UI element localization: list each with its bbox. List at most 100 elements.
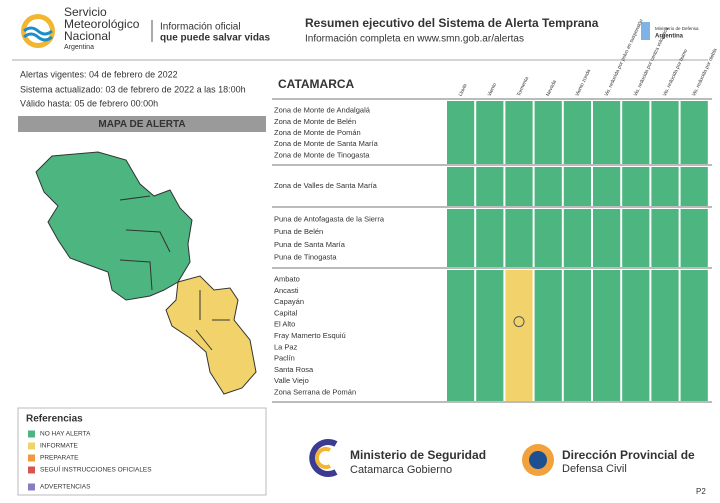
alert-cell bbox=[534, 270, 562, 401]
zone-name: Zona de Monte de Andalgalá bbox=[274, 106, 371, 115]
alert-cell bbox=[563, 167, 591, 206]
zone-name: Fray Mamerto Esquiú bbox=[274, 331, 346, 340]
logo-waves bbox=[23, 26, 53, 42]
org-name: Servicio bbox=[64, 5, 107, 19]
alert-cell bbox=[680, 167, 708, 206]
map-title: MAPA DE ALERTA bbox=[98, 119, 185, 130]
alert-cell bbox=[563, 270, 591, 401]
smn-logo bbox=[21, 14, 55, 48]
map-south bbox=[165, 275, 257, 395]
alert-cell bbox=[593, 101, 621, 164]
zone-name: Valle Viejo bbox=[274, 376, 309, 385]
legend-label: ADVERTENCIAS bbox=[40, 484, 91, 491]
alert-cell bbox=[447, 167, 475, 206]
org-name: Meteorológico bbox=[64, 17, 140, 31]
alert-cell bbox=[680, 270, 708, 401]
alert-cell bbox=[651, 209, 679, 267]
zone-name: Paclín bbox=[274, 354, 295, 363]
doc-title: Resumen ejecutivo del Sistema de Alerta … bbox=[305, 16, 599, 30]
zone-name: Puna de Tinogasta bbox=[274, 253, 337, 262]
references-title: Referencias bbox=[26, 414, 83, 425]
security-sub: Catamarca Gobierno bbox=[350, 464, 452, 476]
alert-cell bbox=[622, 101, 650, 164]
security-logo bbox=[309, 439, 338, 477]
zone-name: Zona de Monte de Santa María bbox=[274, 139, 379, 148]
alert-cell bbox=[563, 209, 591, 267]
zone-name: Ambato bbox=[274, 275, 300, 284]
alert-cell bbox=[651, 101, 679, 164]
alert-cell bbox=[651, 270, 679, 401]
alert-cell bbox=[651, 167, 679, 206]
alert-cell bbox=[563, 101, 591, 164]
zone-name: Zona Serrana de Pomán bbox=[274, 387, 356, 396]
legend-swatch bbox=[28, 483, 35, 491]
zone-name: Capital bbox=[274, 308, 298, 317]
zone-name: Puna de Belén bbox=[274, 227, 323, 236]
map-title-bar bbox=[18, 116, 266, 132]
alert-cell bbox=[680, 209, 708, 267]
legend-swatch bbox=[28, 442, 35, 450]
zone-name: Puna de Antofagasta de la Sierra bbox=[274, 214, 385, 223]
alert-cell bbox=[505, 270, 533, 401]
column-header: Viento bbox=[487, 82, 498, 98]
alert-cell bbox=[680, 101, 708, 164]
column-header: Lluvia bbox=[458, 83, 469, 98]
alert-cell bbox=[534, 167, 562, 206]
alert-cell bbox=[447, 270, 475, 401]
logo-ring bbox=[314, 447, 331, 469]
alert-cell bbox=[476, 209, 504, 267]
civil-defense-name: Dirección Provincial de bbox=[562, 448, 695, 462]
zone-name: Ancasti bbox=[274, 286, 299, 295]
legend-label: PREPARATE bbox=[40, 455, 79, 462]
logo-ring bbox=[309, 439, 338, 477]
map-borders bbox=[119, 195, 230, 351]
storm-icon bbox=[513, 316, 525, 328]
security-name: Ministerio de Seguridad bbox=[350, 448, 486, 462]
zone-name: El Alto bbox=[274, 320, 295, 329]
references-list: NO HAY ALERTA INFORMATE PREPARATE SEGUÍ INS… bbox=[28, 430, 152, 491]
table-header-bg bbox=[272, 72, 712, 98]
info-line: Alertas vigentes: 04 de febrero de 2022 bbox=[20, 69, 178, 79]
references-box bbox=[17, 407, 267, 496]
alert-cell bbox=[476, 101, 504, 164]
map-north bbox=[35, 151, 193, 301]
civil-defense-sub: Defensa Civil bbox=[562, 463, 627, 475]
ministry-country: Argentina bbox=[655, 34, 684, 40]
legend-swatch bbox=[28, 466, 35, 474]
legend-label: INFORMATE bbox=[40, 443, 78, 450]
page-number: P2 bbox=[696, 487, 706, 496]
zone-name: Capayán bbox=[274, 297, 304, 306]
doc-subtitle: Información completa en www.smn.gob.ar/a… bbox=[305, 34, 524, 45]
info-line: Sistema actualizado: 03 de febrero de 20… bbox=[20, 84, 246, 94]
zone-name: La Paz bbox=[274, 342, 298, 351]
alert-cell bbox=[505, 209, 533, 267]
alert-cell bbox=[447, 101, 475, 164]
civil-defense-logo bbox=[529, 451, 547, 469]
legend-label: SEGUÍ INSTRUCCIONES OFICIALES bbox=[40, 465, 152, 474]
legend-label: NO HAY ALERTA bbox=[40, 431, 91, 438]
province-name: CATAMARCA bbox=[278, 77, 355, 91]
alert-cell bbox=[593, 167, 621, 206]
alert-cell bbox=[505, 101, 533, 164]
zone-name: Zona de Monte de Pomán bbox=[274, 128, 361, 137]
zone-name: Zona de Valles de Santa María bbox=[274, 181, 378, 190]
alert-table: CATAMARCA Lluvia Viento Tormenta Nevada Vient… bbox=[272, 18, 719, 403]
alert-cell bbox=[593, 209, 621, 267]
zone-name: Puna de Santa María bbox=[274, 240, 346, 249]
alert-cell bbox=[622, 209, 650, 267]
tagline: que puede salvar vidas bbox=[160, 33, 270, 44]
org-country: Argentina bbox=[64, 44, 94, 51]
alert-cell bbox=[505, 167, 533, 206]
legend-swatch bbox=[28, 454, 35, 462]
info-line: Válido hasta: 05 de febrero 00:00h bbox=[20, 98, 158, 108]
zone-name: Zona de Monte de Belén bbox=[274, 117, 356, 126]
legend-swatch bbox=[28, 430, 35, 438]
alert-cell bbox=[622, 270, 650, 401]
org-name: Nacional bbox=[64, 29, 111, 43]
tagline: Información oficial bbox=[160, 22, 241, 33]
zone-name: Santa Rosa bbox=[274, 365, 314, 374]
map bbox=[35, 151, 257, 395]
alert-cell bbox=[622, 167, 650, 206]
